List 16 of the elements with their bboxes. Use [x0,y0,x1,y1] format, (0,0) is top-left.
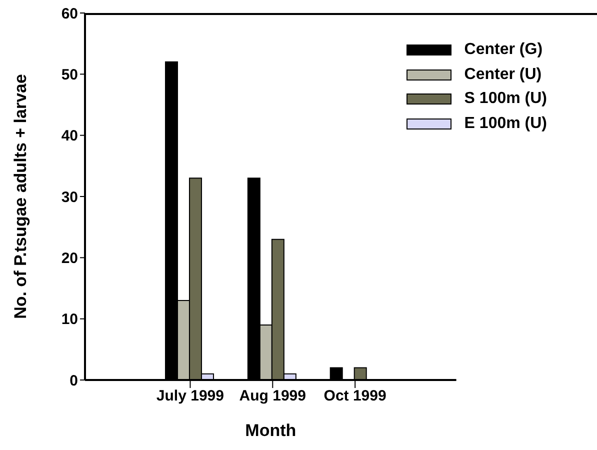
y-tick-label: 60 [61,5,78,22]
legend-label: Center (U) [464,66,542,84]
y-tick-label: 50 [61,66,78,84]
x-axis-title: Month [245,421,296,440]
y-tick-label: 40 [61,128,78,145]
y-tick-label: 20 [61,250,78,267]
y-tick-label: 10 [61,311,78,328]
x-tick-label: July 1999 [156,388,224,405]
y-axis-title: No. of P.tsugae adults + larvae [11,74,30,319]
legend-label: E 100m (U) [464,114,547,133]
x-tick-label: Oct 1999 [324,388,386,405]
legend-label: S 100m (U) [464,90,547,108]
legend-label: Center (G) [464,41,543,60]
y-tick-label: 30 [61,188,78,206]
x-tick-label: Aug 1999 [239,388,306,405]
y-tick-label: 0 [70,372,78,390]
